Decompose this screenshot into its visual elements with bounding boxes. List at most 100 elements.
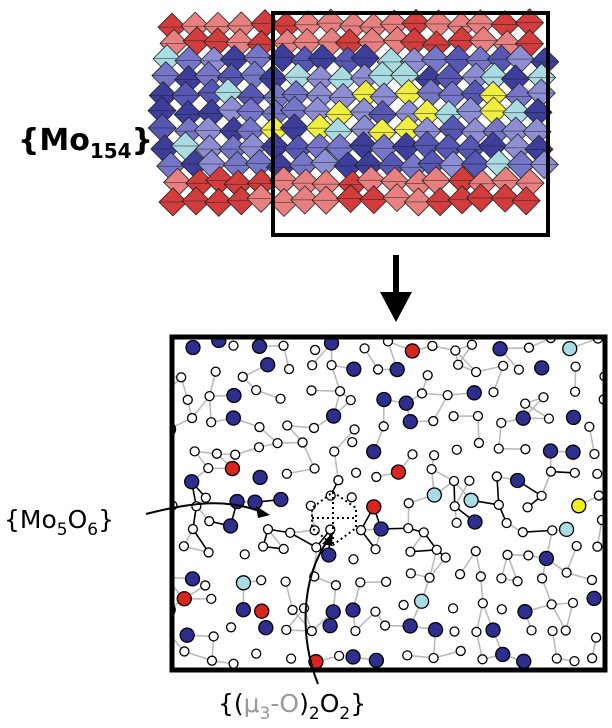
atom (188, 525, 197, 534)
atom (472, 627, 481, 636)
atom (404, 524, 413, 533)
atom (227, 388, 241, 402)
atom (494, 500, 503, 509)
atom (473, 412, 482, 421)
atom (326, 605, 340, 619)
atom (224, 519, 238, 533)
atom (207, 418, 216, 427)
bonds (157, 338, 602, 664)
atom (588, 654, 597, 663)
atom (427, 465, 436, 474)
atom (494, 444, 503, 453)
atom (499, 361, 508, 370)
atom (252, 386, 261, 395)
atom (539, 393, 548, 402)
atom (415, 594, 429, 608)
figure: {Mo154} {Mo5O6} {(μ3-O)2O2} (0, 0, 612, 728)
atom (160, 572, 169, 581)
atom (307, 386, 316, 395)
atom (592, 633, 601, 642)
atom (259, 542, 268, 551)
bridge-label: {(μ3-O)2O2} (218, 689, 366, 724)
atom (452, 518, 461, 527)
atom (585, 422, 594, 431)
atom (349, 555, 358, 564)
atom (229, 341, 238, 350)
atom (311, 345, 320, 354)
label-part: } (98, 505, 114, 534)
atom (523, 503, 532, 512)
atom (379, 422, 388, 431)
atom (570, 468, 579, 477)
atom (419, 528, 428, 537)
atom (432, 545, 441, 554)
atom (211, 367, 220, 376)
atom (367, 445, 381, 459)
atom (322, 548, 336, 562)
atom (451, 346, 460, 355)
atom (474, 438, 483, 447)
atom (227, 623, 236, 632)
atom (408, 450, 417, 459)
atom (423, 371, 432, 380)
atom (521, 445, 530, 454)
atom (300, 604, 309, 613)
atom (347, 493, 356, 502)
label-sub: 2 (339, 704, 350, 724)
atom (263, 525, 272, 534)
atom (406, 569, 415, 578)
label-sub: 154 (90, 139, 132, 163)
atom (248, 495, 262, 509)
atom (369, 653, 383, 667)
atom (327, 409, 341, 423)
atom (153, 464, 162, 473)
atom (502, 519, 511, 528)
atom (255, 423, 264, 432)
atom (449, 412, 458, 421)
atom (177, 592, 191, 606)
atom (429, 417, 438, 426)
atom (279, 341, 288, 350)
down-arrow (380, 255, 412, 322)
atom (467, 340, 476, 349)
bond (165, 610, 168, 629)
label-part: -O (270, 689, 299, 718)
atom (390, 363, 404, 377)
atom (590, 449, 599, 458)
atom (497, 605, 506, 614)
atom (288, 605, 297, 614)
atom (513, 577, 522, 586)
atom (546, 467, 555, 476)
atom (571, 387, 580, 396)
atom (593, 469, 602, 478)
atom (570, 657, 579, 666)
atom (374, 365, 383, 374)
fragment-label: {Mo5O6} (4, 505, 114, 540)
atom (465, 476, 474, 485)
atom (360, 344, 369, 353)
atom (516, 411, 530, 425)
bond (164, 629, 165, 655)
bond (157, 453, 166, 468)
atom (238, 372, 247, 381)
atom (204, 464, 213, 473)
atom (308, 361, 317, 370)
atom (493, 342, 507, 356)
atom (179, 542, 188, 551)
atom (561, 626, 570, 635)
atom (548, 526, 557, 535)
atom (323, 619, 337, 633)
atom (399, 600, 408, 609)
atom (489, 388, 498, 397)
atom (562, 568, 571, 577)
atom (286, 528, 295, 537)
atom (201, 581, 210, 590)
atom (428, 341, 437, 350)
atom (548, 626, 557, 635)
atom (425, 573, 434, 582)
atom (205, 392, 214, 401)
atom (212, 449, 221, 458)
page: {Mo154} {Mo5O6} {(μ3-O)2O2} (() => { con… (0, 0, 612, 728)
atom (285, 365, 294, 374)
atom (225, 462, 239, 476)
